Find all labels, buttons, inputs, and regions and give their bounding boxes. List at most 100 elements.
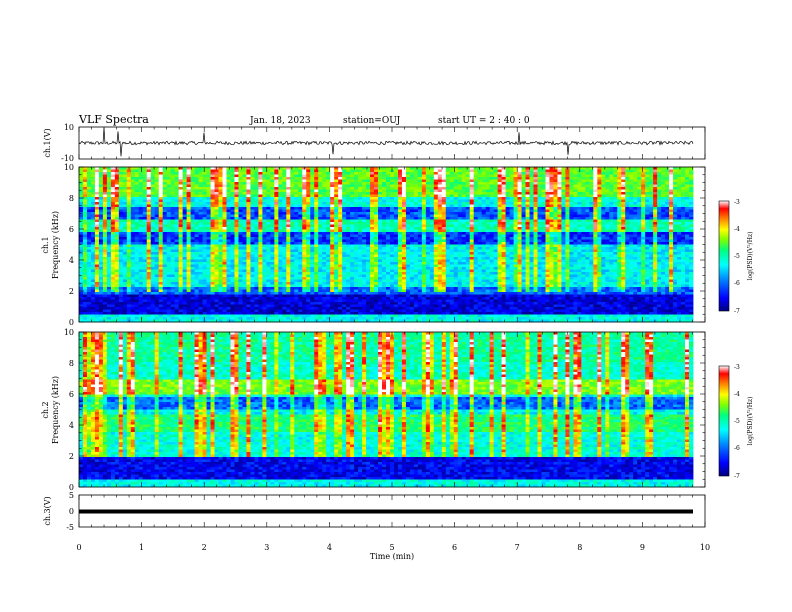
spectrogram-cell: [294, 297, 299, 300]
spectrogram-cell: [158, 239, 164, 243]
spectrogram-cell: [238, 254, 243, 258]
spectrogram-cell: [226, 289, 231, 293]
spectrogram-cell: [314, 177, 319, 180]
spectrogram-cell: [158, 254, 164, 258]
spectrogram-cell: [142, 262, 148, 265]
spectrogram-cell: [166, 259, 172, 263]
spectrogram-cell: [374, 312, 379, 315]
spectrogram-cell: [154, 264, 160, 268]
spectrogram-cell: [389, 269, 395, 273]
spectrogram-cell: [370, 272, 375, 275]
spectrogram-cell: [174, 302, 180, 305]
spectrogram-cell: [386, 214, 391, 218]
spectrogram-cell: [118, 192, 124, 195]
spectrogram-cell: [326, 249, 331, 253]
spectrogram-cell: [158, 209, 164, 213]
spectrogram-cell: [326, 267, 331, 270]
spectrogram-cell: [366, 214, 371, 218]
spectrogram-cell: [198, 249, 203, 253]
spectrogram-cell: [122, 189, 128, 193]
spectrogram-cell: [146, 284, 152, 288]
spectrogram-cell: [222, 247, 227, 250]
spectrogram-cell: [270, 309, 275, 313]
spectrogram-cell: [118, 202, 124, 205]
spectrogram-cell: [174, 202, 180, 205]
spectrogram-cell: [230, 314, 235, 318]
spectrogram-cell: [210, 194, 215, 198]
spectrogram-cell: [106, 197, 112, 200]
spectrogram-cell: [82, 264, 88, 268]
spectrogram-cell: [162, 214, 168, 218]
spectrogram-cell: [114, 272, 120, 275]
spectrogram-cell: [162, 242, 168, 245]
spectrogram-cell: [238, 309, 243, 313]
spectrogram-cell: [94, 169, 100, 173]
spectrogram-cell: [150, 199, 156, 203]
spectrogram-cell: [178, 187, 184, 190]
spectrogram-cell: [318, 309, 323, 313]
spectrogram-cell: [79, 182, 84, 185]
spectrogram-cell: [122, 274, 128, 278]
spectrogram-cell: [202, 197, 207, 200]
spectrogram-cell: [278, 189, 283, 193]
spectrogram-cell: [150, 267, 156, 270]
spectrogram-cell: [202, 189, 207, 193]
spectrogram-cell: [346, 262, 351, 265]
spectrogram-cell: [393, 292, 399, 295]
spectrogram-cell: [250, 252, 255, 255]
spectrogram-cell: [246, 247, 251, 250]
spectrogram-cell: [318, 237, 323, 240]
spectrogram-cell: [370, 227, 375, 230]
spectrogram-cell: [354, 259, 359, 263]
spectrogram-cell: [294, 302, 299, 305]
spectrogram-cell: [102, 184, 108, 188]
spectrogram-cell: [262, 307, 267, 310]
spectrogram-cell: [366, 229, 371, 233]
spectrogram-cell: [198, 179, 203, 183]
spectrogram-cell: [206, 169, 211, 173]
spectrogram-cell: [246, 279, 251, 283]
spectrogram-cell: [354, 172, 359, 175]
spectrogram-cell: [254, 307, 259, 310]
spectrogram-cell: [230, 207, 235, 210]
spectrogram-cell: [150, 272, 156, 275]
spectrogram-cell: [186, 234, 192, 238]
spectrogram-cell: [286, 182, 291, 185]
spectrogram-cell: [298, 274, 303, 278]
spectrogram-cell: [150, 297, 156, 300]
spectrogram-cell: [282, 197, 287, 200]
spectrogram-cell: [150, 167, 156, 170]
spectrogram-cell: [234, 209, 239, 213]
spectrogram-cell: [322, 174, 327, 178]
spectrogram-cell: [102, 314, 108, 318]
spectrogram-cell: [182, 207, 188, 210]
spectrogram-cell: [354, 254, 359, 258]
spectrogram-cell: [318, 199, 323, 203]
spectrogram-cell: [326, 247, 331, 250]
spectrogram-cell: [230, 252, 235, 255]
spectrogram-cell: [118, 314, 124, 318]
spectrogram-cell: [338, 244, 343, 248]
spectrogram-cell: [370, 304, 375, 308]
spectrogram-cell: [118, 167, 124, 170]
spectrogram-cell: [82, 172, 88, 175]
spectrogram-cell: [182, 272, 188, 275]
spectrogram-cell: [142, 219, 148, 223]
spectrogram-cell: [110, 187, 116, 190]
spectrogram-cell: [158, 189, 164, 193]
spectrogram-cell: [397, 212, 403, 215]
spectrogram-cell: [79, 229, 84, 233]
spectrogram-cell: [374, 184, 379, 188]
spectrogram-cell: [266, 179, 271, 183]
spectrogram-cell: [362, 167, 367, 170]
spectrogram-cell: [198, 177, 203, 180]
spectrogram-cell: [342, 187, 347, 190]
spectrogram-cell: [90, 234, 96, 238]
spectrogram-cell: [346, 289, 351, 293]
spectrogram-cell: [258, 272, 263, 275]
spectrogram-cell: [354, 292, 359, 295]
spectrogram-cell: [170, 312, 176, 315]
spectrogram-cell: [150, 302, 156, 305]
spectrogram-cell: [106, 239, 112, 243]
spectrogram-cell: [162, 187, 168, 190]
